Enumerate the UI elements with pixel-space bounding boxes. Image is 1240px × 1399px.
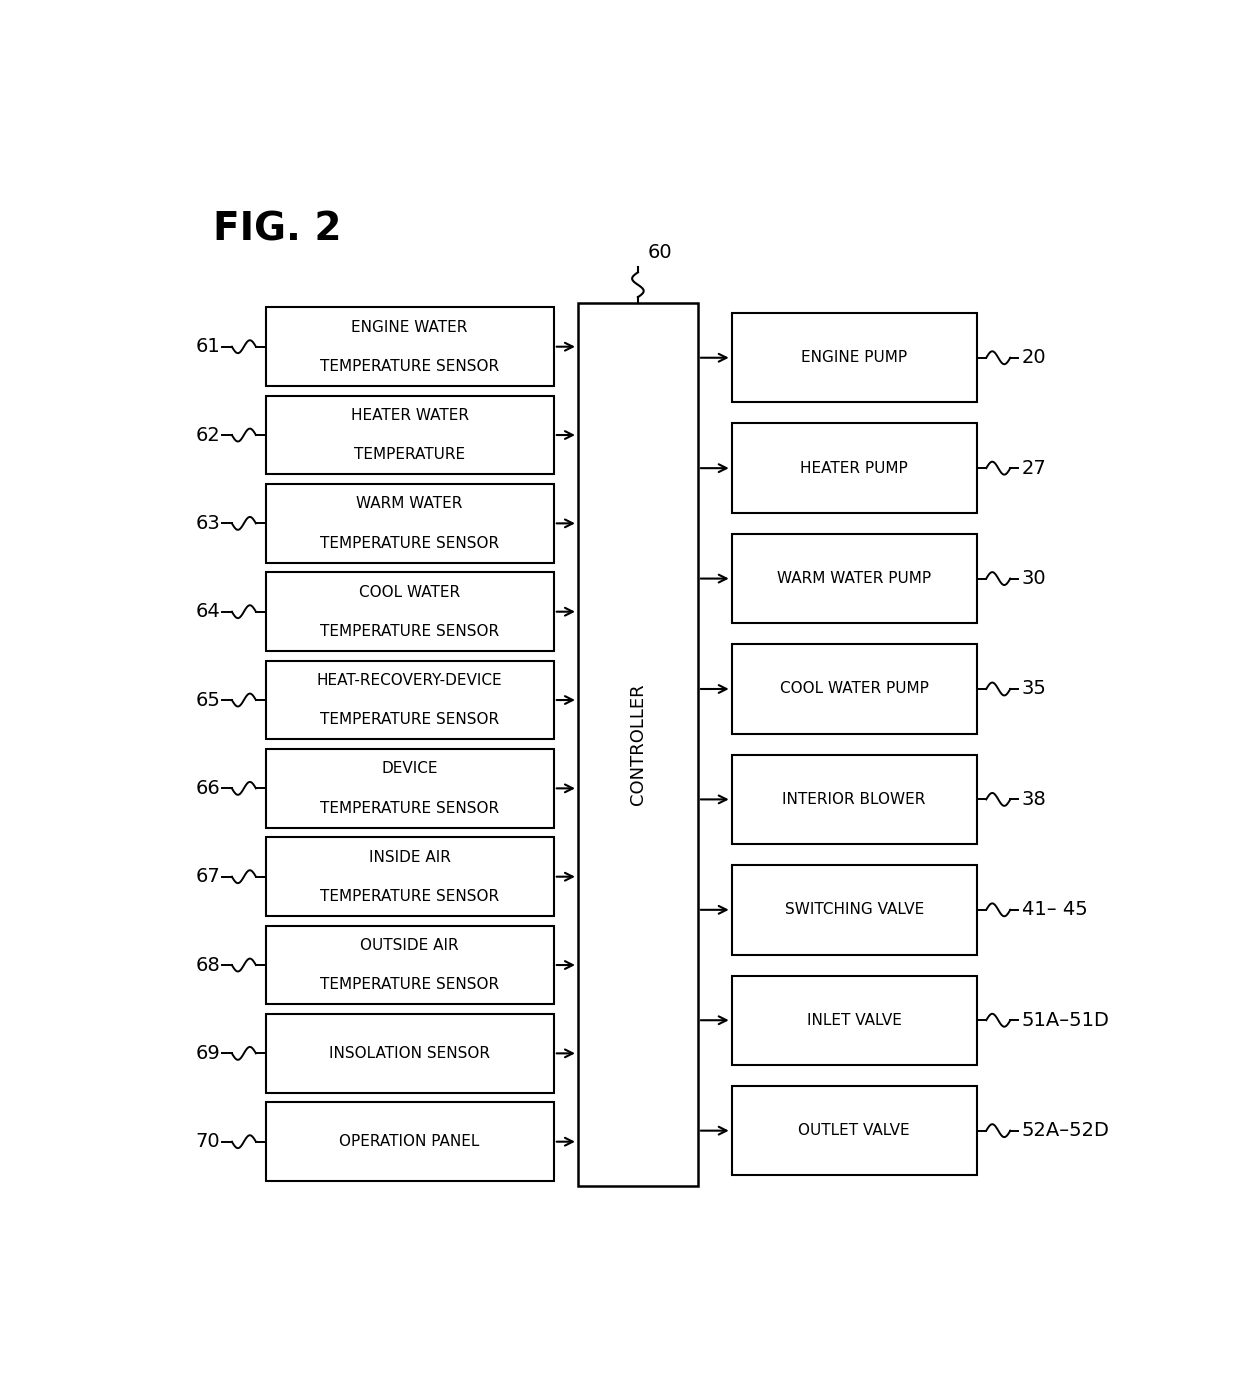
- Text: 64: 64: [196, 602, 221, 621]
- Text: 62: 62: [196, 425, 221, 445]
- Bar: [732, 865, 977, 954]
- Text: ENGINE PUMP: ENGINE PUMP: [801, 350, 908, 365]
- Text: COOL WATER: COOL WATER: [360, 585, 460, 600]
- Text: 52A–52D: 52A–52D: [1022, 1121, 1110, 1140]
- Text: WARM WATER: WARM WATER: [356, 497, 463, 511]
- Text: TEMPERATURE: TEMPERATURE: [355, 448, 465, 462]
- Text: SWITCHING VALVE: SWITCHING VALVE: [785, 902, 924, 918]
- Bar: [265, 660, 554, 739]
- Text: INSIDE AIR: INSIDE AIR: [368, 849, 450, 865]
- Text: CONTROLLER: CONTROLLER: [629, 683, 647, 804]
- Text: TEMPERATURE SENSOR: TEMPERATURE SENSOR: [320, 624, 500, 639]
- Text: FIG. 2: FIG. 2: [213, 211, 341, 249]
- Text: TEMPERATURE SENSOR: TEMPERATURE SENSOR: [320, 888, 500, 904]
- Text: HEAT-RECOVERY-DEVICE: HEAT-RECOVERY-DEVICE: [317, 673, 502, 688]
- Bar: [265, 926, 554, 1004]
- Text: 61: 61: [196, 337, 221, 357]
- Bar: [265, 1102, 554, 1181]
- Text: TEMPERATURE SENSOR: TEMPERATURE SENSOR: [320, 977, 500, 992]
- Text: 68: 68: [196, 956, 221, 975]
- Text: OUTLET VALVE: OUTLET VALVE: [799, 1123, 910, 1139]
- Bar: [265, 838, 554, 916]
- Text: 38: 38: [1022, 790, 1047, 809]
- Text: TEMPERATURE SENSOR: TEMPERATURE SENSOR: [320, 536, 500, 551]
- Text: 30: 30: [1022, 569, 1047, 588]
- Text: 51A–51D: 51A–51D: [1022, 1010, 1110, 1030]
- Bar: [265, 748, 554, 828]
- Text: OUTSIDE AIR: OUTSIDE AIR: [361, 937, 459, 953]
- Text: INLET VALVE: INLET VALVE: [807, 1013, 901, 1028]
- Bar: [265, 1014, 554, 1093]
- Text: 35: 35: [1022, 680, 1047, 698]
- Bar: [265, 308, 554, 386]
- Text: 63: 63: [196, 513, 221, 533]
- Text: HEATER PUMP: HEATER PUMP: [800, 460, 908, 476]
- Text: 67: 67: [196, 867, 221, 886]
- Bar: [732, 313, 977, 403]
- Text: 66: 66: [196, 779, 221, 797]
- Text: 27: 27: [1022, 459, 1047, 477]
- Bar: [732, 754, 977, 844]
- Bar: [265, 396, 554, 474]
- Bar: [265, 572, 554, 651]
- Bar: [732, 424, 977, 513]
- Text: ENGINE WATER: ENGINE WATER: [351, 319, 467, 334]
- Text: INSOLATION SENSOR: INSOLATION SENSOR: [329, 1046, 490, 1060]
- Bar: [732, 975, 977, 1065]
- Bar: [578, 302, 698, 1186]
- Text: 65: 65: [196, 691, 221, 709]
- Text: 70: 70: [196, 1132, 221, 1151]
- Text: WARM WATER PUMP: WARM WATER PUMP: [777, 571, 931, 586]
- Bar: [732, 1086, 977, 1175]
- Text: DEVICE: DEVICE: [382, 761, 438, 776]
- Bar: [732, 645, 977, 733]
- Text: TEMPERATURE SENSOR: TEMPERATURE SENSOR: [320, 712, 500, 727]
- Text: INTERIOR BLOWER: INTERIOR BLOWER: [782, 792, 926, 807]
- Text: OPERATION PANEL: OPERATION PANEL: [340, 1135, 480, 1149]
- Text: TEMPERATURE SENSOR: TEMPERATURE SENSOR: [320, 360, 500, 374]
- Text: 60: 60: [647, 243, 672, 263]
- Text: TEMPERATURE SENSOR: TEMPERATURE SENSOR: [320, 800, 500, 816]
- Bar: [265, 484, 554, 562]
- Text: COOL WATER PUMP: COOL WATER PUMP: [780, 681, 929, 697]
- Text: 20: 20: [1022, 348, 1047, 368]
- Bar: [732, 534, 977, 624]
- Text: 41– 45: 41– 45: [1022, 901, 1087, 919]
- Text: HEATER WATER: HEATER WATER: [351, 409, 469, 422]
- Text: 69: 69: [196, 1044, 221, 1063]
